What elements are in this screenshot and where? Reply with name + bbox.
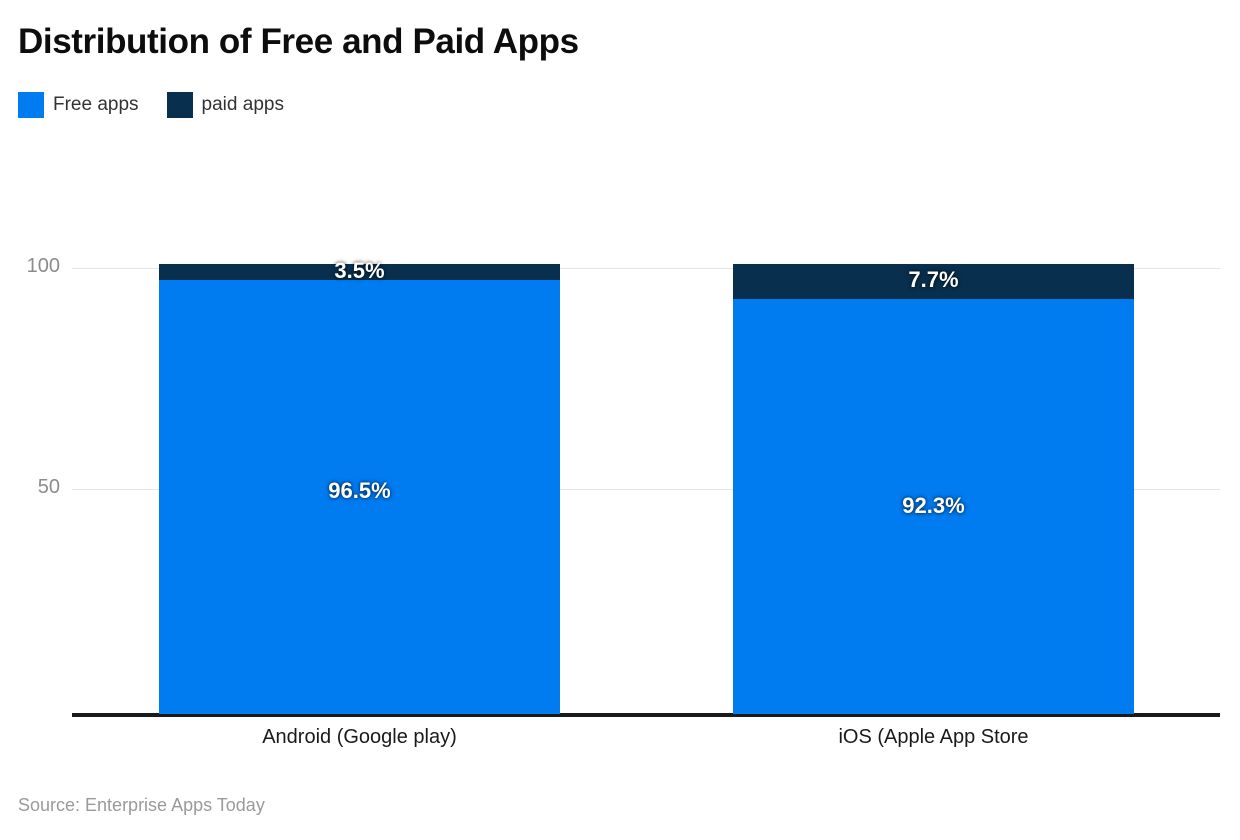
- bar-group-ios[interactable]: 7.7% 92.3%: [733, 0, 1134, 840]
- gridline-100: [72, 268, 1220, 269]
- chart-legend: Free apps paid apps: [18, 92, 284, 118]
- x-axis-tick-ios: iOS (Apple App Store: [838, 726, 1029, 748]
- x-axis-tick-android: Android (Google play): [262, 726, 457, 748]
- source-note: Source: Enterprise Apps Today: [18, 795, 265, 815]
- bar-segment-paid-android[interactable]: [159, 264, 560, 280]
- legend-label-free: Free apps: [53, 94, 139, 115]
- bar-segment-paid-ios[interactable]: [733, 264, 1134, 299]
- legend-swatch-free-icon: [18, 92, 44, 118]
- page-title: Distribution of Free and Paid Apps: [18, 22, 579, 61]
- x-axis-line: [72, 713, 1220, 717]
- bar-segment-free-ios[interactable]: [733, 298, 1134, 714]
- bar-segment-free-android[interactable]: [159, 279, 560, 714]
- bar-group-android[interactable]: 3.5% 96.5%: [159, 0, 560, 840]
- legend-item-paid[interactable]: paid apps: [166, 92, 284, 118]
- gridline-50: [72, 489, 1220, 490]
- y-axis-tick-100: 100: [26, 255, 60, 277]
- y-axis-tick-50: 50: [37, 476, 60, 498]
- legend-label-paid: paid apps: [201, 94, 284, 115]
- legend-swatch-paid-icon: [166, 92, 193, 118]
- legend-item-free[interactable]: Free apps: [18, 92, 139, 118]
